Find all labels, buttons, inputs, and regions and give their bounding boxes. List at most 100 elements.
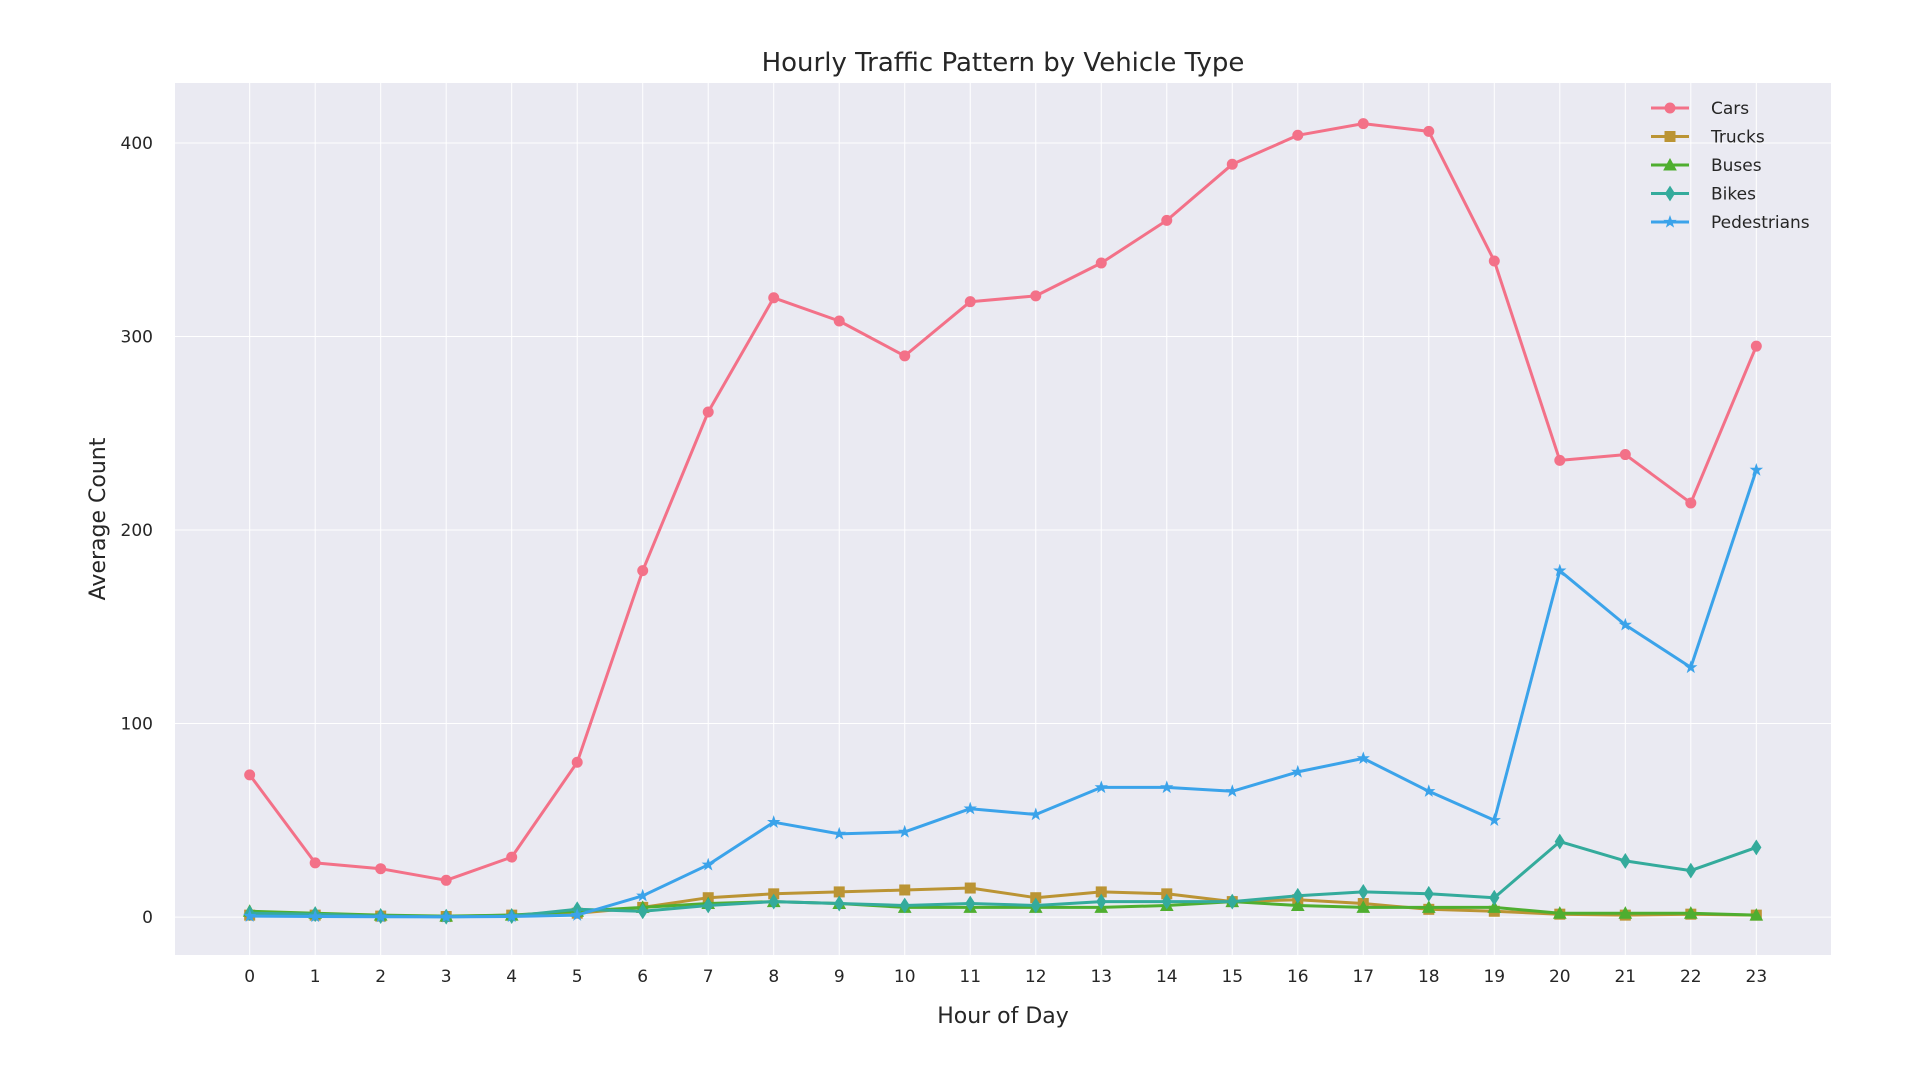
legend-label: Pedestrians	[1711, 213, 1810, 233]
x-tick-label: 6	[637, 967, 648, 987]
x-tick-label: 2	[375, 967, 386, 987]
x-tick-label: 16	[1287, 967, 1309, 987]
x-tick-label: 14	[1156, 967, 1178, 987]
data-point	[637, 565, 649, 577]
data-point	[1553, 563, 1567, 577]
chart-title: Hourly Traffic Pattern by Vehicle Type	[762, 48, 1245, 78]
y-tick-label: 0	[142, 908, 153, 928]
data-point	[1291, 764, 1305, 778]
series-line	[248, 122, 1758, 882]
data-point	[964, 882, 976, 894]
data-point	[1030, 897, 1041, 914]
data-point	[703, 897, 714, 914]
data-point	[1685, 862, 1696, 879]
data-point	[1619, 449, 1631, 461]
y-tick-label: 100	[121, 715, 153, 735]
data-point	[1421, 900, 1436, 913]
series-line	[249, 469, 1758, 919]
data-point	[1749, 908, 1764, 921]
data-point	[1357, 118, 1369, 130]
data-point	[1685, 497, 1697, 509]
data-point	[833, 315, 845, 327]
data-point	[1356, 751, 1370, 765]
x-tick-label: 12	[1025, 967, 1047, 987]
data-point	[1684, 660, 1698, 674]
data-point	[768, 893, 779, 910]
data-point	[1618, 906, 1633, 919]
y-axis-label: Average Count	[86, 437, 111, 600]
data-point	[1552, 906, 1567, 919]
x-tick-label: 10	[894, 967, 916, 987]
data-point	[308, 909, 322, 923]
legend-marker	[1663, 157, 1677, 171]
data-point	[1489, 889, 1500, 906]
data-point	[1095, 257, 1107, 269]
data-point	[242, 909, 257, 922]
x-tick-label: 8	[768, 967, 779, 987]
data-point	[309, 857, 321, 869]
data-point	[1227, 893, 1238, 910]
data-point	[1356, 900, 1371, 913]
y-tick-label: 200	[121, 521, 153, 541]
data-point	[1487, 813, 1501, 827]
legend-label: Buses	[1711, 156, 1762, 176]
data-point	[440, 874, 452, 886]
data-point	[439, 909, 453, 923]
legend-label: Cars	[1711, 99, 1749, 119]
data-point	[375, 863, 387, 875]
y-tick-label: 400	[121, 134, 153, 154]
data-point	[1161, 893, 1172, 910]
data-point	[833, 886, 845, 898]
data-point	[1094, 780, 1108, 794]
x-tick-label: 20	[1549, 967, 1571, 987]
data-point	[1487, 900, 1502, 913]
x-tick-label: 9	[834, 967, 845, 987]
data-point	[1554, 833, 1565, 850]
data-point	[1554, 454, 1566, 466]
legend-label: Trucks	[1710, 128, 1765, 148]
data-point	[1618, 617, 1632, 631]
data-point	[1488, 255, 1500, 267]
x-tick-label: 22	[1680, 967, 1702, 987]
legend-marker	[1664, 102, 1676, 114]
x-tick-label: 11	[959, 967, 981, 987]
data-point	[505, 909, 519, 923]
data-point	[1292, 887, 1303, 904]
legend: Cars Trucks Buses Bikes Pedestrians	[1651, 99, 1810, 233]
data-point	[899, 897, 910, 914]
data-point	[1423, 125, 1435, 137]
x-tick-label: 7	[703, 967, 714, 987]
data-point	[899, 884, 911, 896]
data-point	[1225, 784, 1239, 797]
data-point	[965, 895, 976, 912]
x-tick-label: 3	[441, 967, 452, 987]
series-pedestrians	[242, 462, 1764, 923]
data-point	[1358, 883, 1369, 900]
y-tick-label: 300	[121, 328, 153, 348]
data-point	[1683, 906, 1698, 919]
data-point	[834, 895, 845, 912]
data-point	[964, 296, 976, 308]
data-point	[701, 857, 715, 871]
data-point	[1422, 784, 1436, 797]
plot-area	[175, 83, 1831, 955]
data-point	[374, 909, 388, 923]
data-point	[1226, 158, 1238, 170]
x-tick-label: 21	[1614, 967, 1636, 987]
x-tick-label: 13	[1090, 967, 1112, 987]
data-point	[1290, 898, 1305, 911]
data-point	[768, 292, 780, 304]
x-axis-label: Hour of Day	[937, 1004, 1069, 1029]
legend-marker	[1664, 185, 1676, 202]
x-tick-label: 15	[1221, 967, 1243, 987]
legend-label: Bikes	[1711, 185, 1756, 205]
data-point	[637, 903, 648, 920]
data-point	[1749, 462, 1764, 476]
x-tick-label: 19	[1483, 967, 1505, 987]
data-point	[1620, 853, 1631, 869]
data-point	[1030, 290, 1042, 302]
x-tick-label: 4	[506, 967, 517, 987]
data-point	[1029, 807, 1043, 821]
data-point	[899, 350, 911, 362]
